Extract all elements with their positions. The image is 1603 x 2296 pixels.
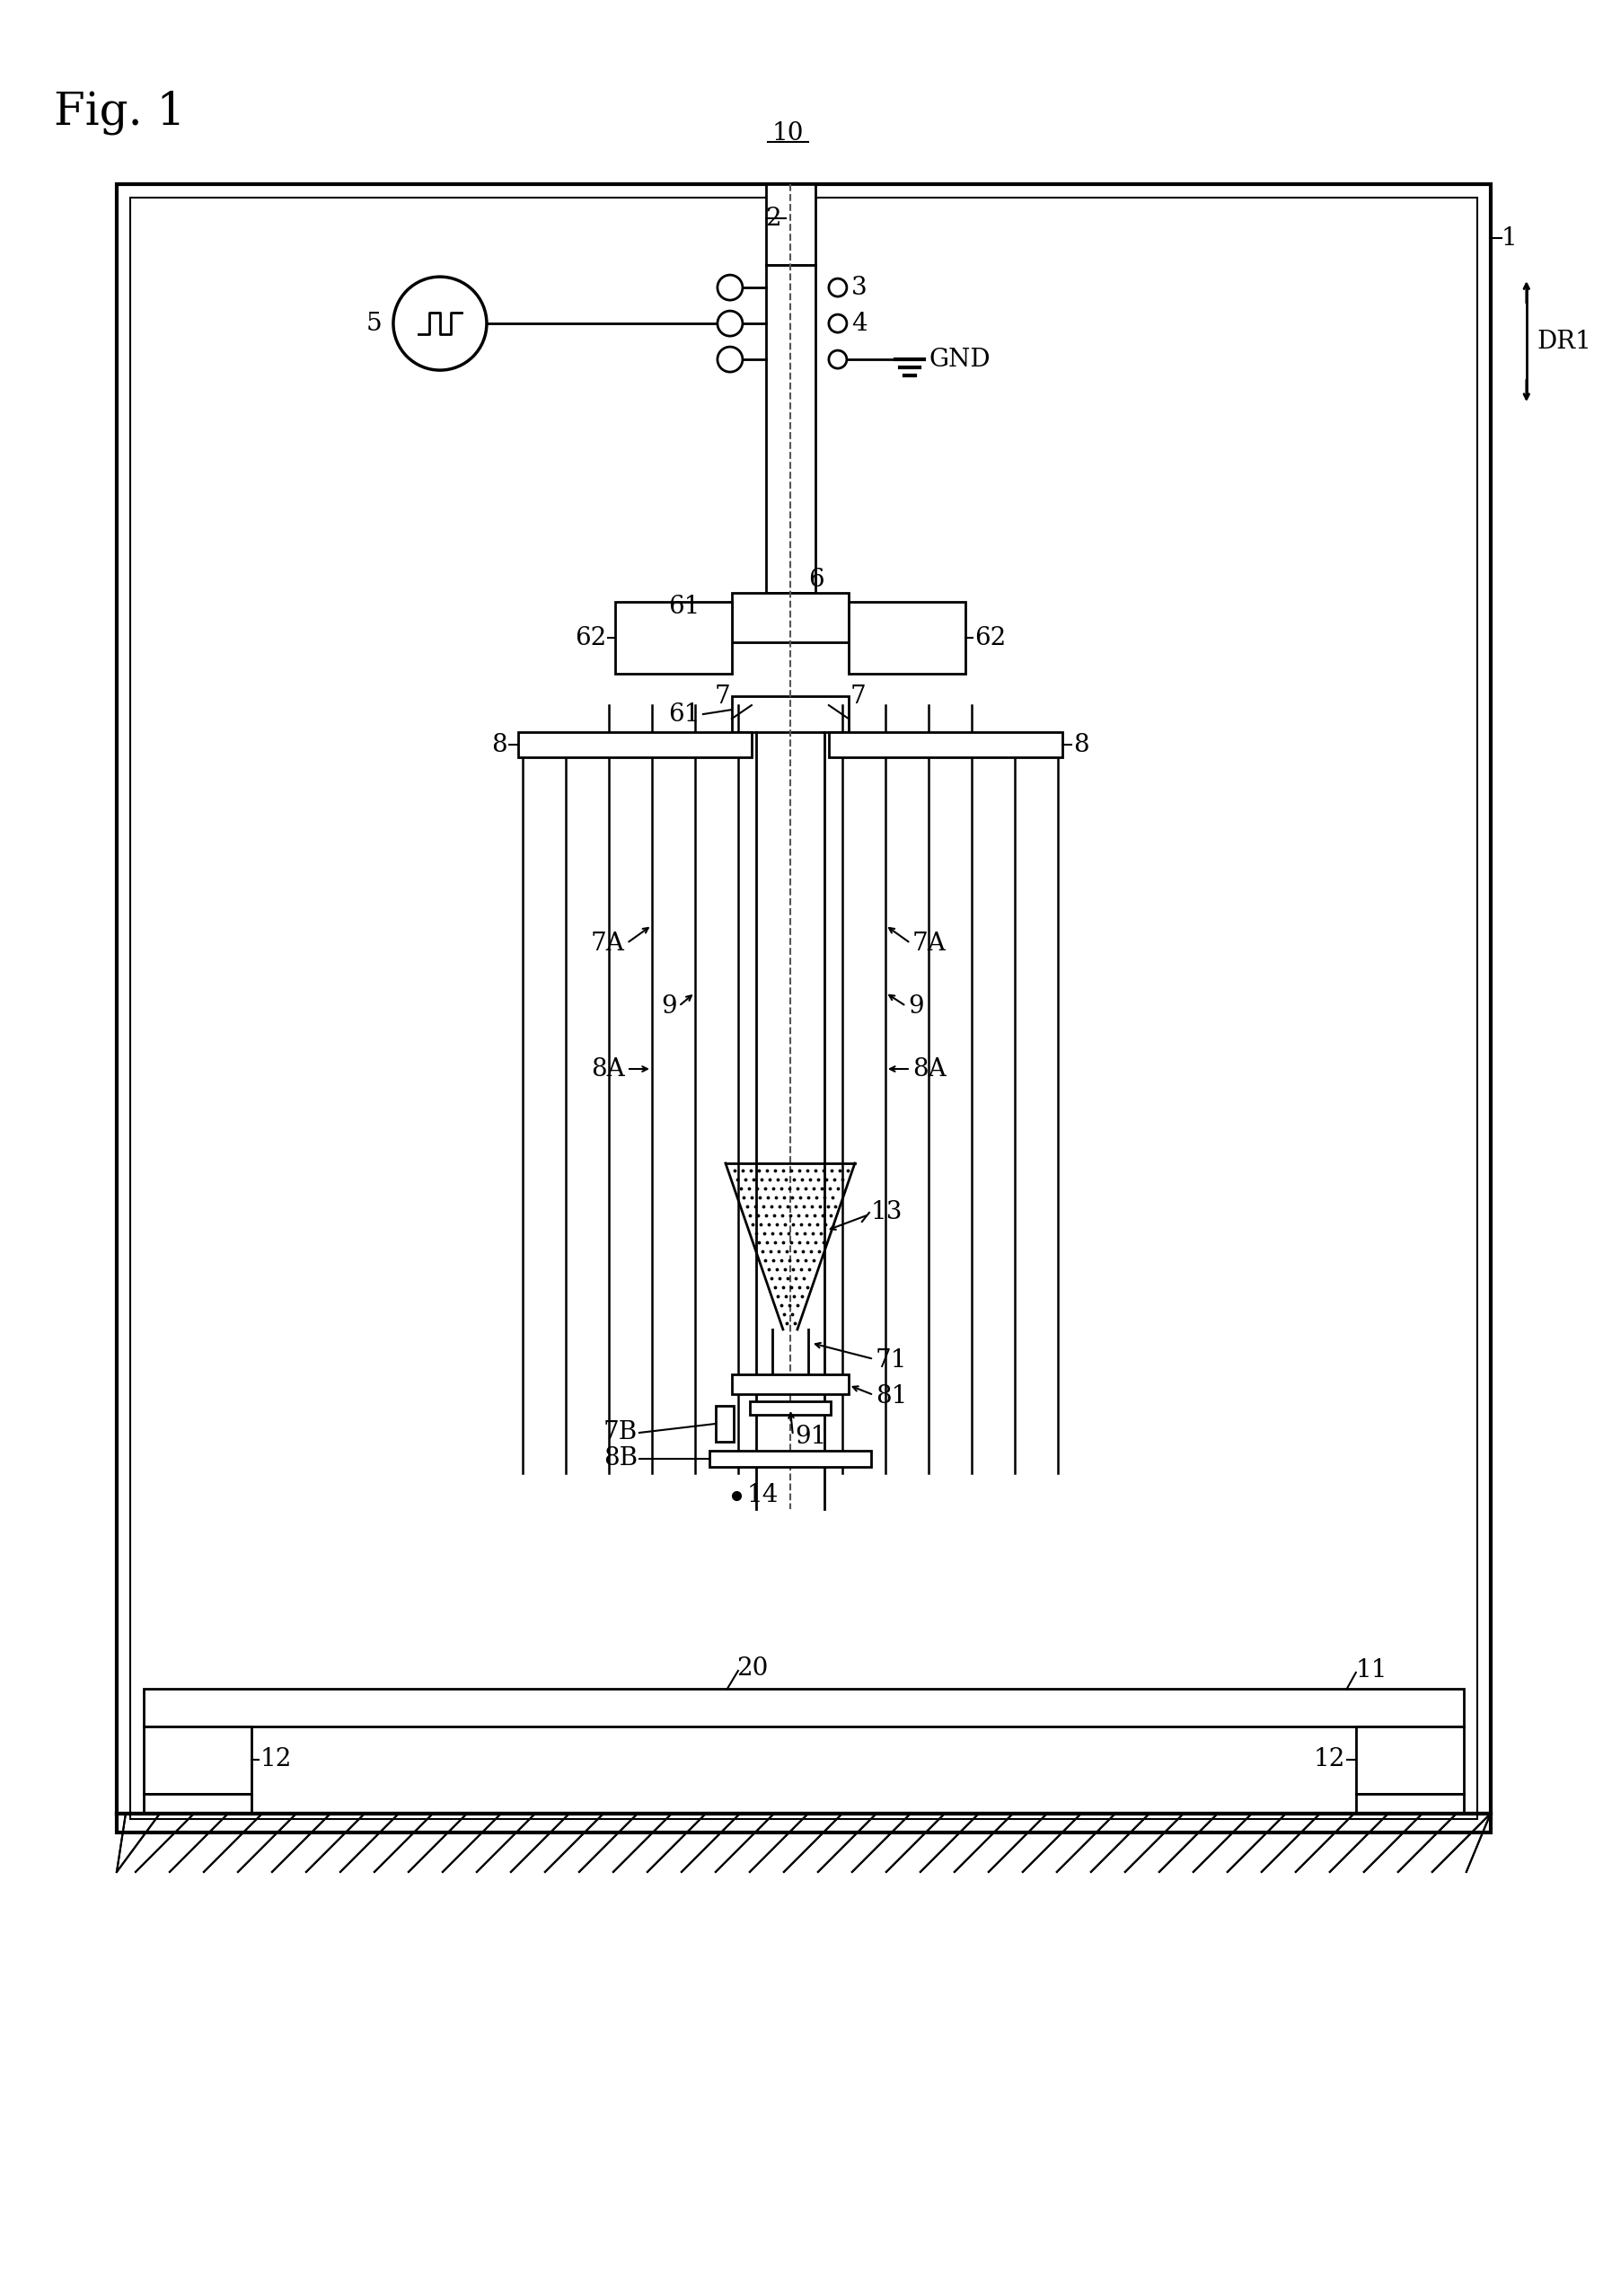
Text: 71: 71 xyxy=(875,1348,907,1373)
Text: 10: 10 xyxy=(773,122,805,145)
Text: 20: 20 xyxy=(736,1658,768,1681)
Text: 8: 8 xyxy=(1072,732,1088,758)
Bar xyxy=(766,264,816,592)
Circle shape xyxy=(829,315,846,333)
Bar xyxy=(750,1401,830,1414)
Bar xyxy=(518,732,752,758)
Bar xyxy=(130,197,1476,1818)
Bar xyxy=(733,696,848,732)
Bar xyxy=(715,1405,734,1442)
Bar xyxy=(117,184,1491,1832)
Text: 8: 8 xyxy=(492,732,507,758)
Text: 7: 7 xyxy=(713,684,729,709)
Text: 7: 7 xyxy=(850,684,866,709)
Text: 4: 4 xyxy=(851,312,867,335)
Text: 2: 2 xyxy=(765,207,781,230)
Bar xyxy=(144,1727,252,1793)
Text: 11: 11 xyxy=(1356,1658,1388,1683)
Bar xyxy=(144,1688,1464,1727)
Circle shape xyxy=(829,351,846,367)
Text: 7A: 7A xyxy=(912,932,946,955)
Text: 5: 5 xyxy=(365,312,382,335)
Bar xyxy=(1356,1793,1464,1814)
Bar xyxy=(1356,1727,1464,1793)
Circle shape xyxy=(718,276,742,301)
Text: 62: 62 xyxy=(574,627,606,650)
Bar xyxy=(829,732,1063,758)
Circle shape xyxy=(829,278,846,296)
Text: 7A: 7A xyxy=(592,932,625,955)
Text: 62: 62 xyxy=(975,627,1007,650)
Circle shape xyxy=(718,347,742,372)
Circle shape xyxy=(718,310,742,335)
Text: 1: 1 xyxy=(1502,225,1518,250)
Text: 12: 12 xyxy=(260,1747,292,1773)
Text: 61: 61 xyxy=(668,703,701,726)
Bar xyxy=(848,602,965,673)
Text: 8A: 8A xyxy=(912,1056,946,1081)
Bar xyxy=(733,592,848,643)
Bar xyxy=(766,184,816,264)
Text: 61: 61 xyxy=(668,595,701,618)
Text: 12: 12 xyxy=(1313,1747,1345,1773)
Bar xyxy=(117,1814,1491,1871)
Bar xyxy=(733,1375,848,1394)
Text: DR1: DR1 xyxy=(1537,328,1592,354)
Bar xyxy=(144,1793,252,1814)
Text: 6: 6 xyxy=(808,567,824,592)
Text: 8A: 8A xyxy=(592,1056,625,1081)
Text: GND: GND xyxy=(930,347,991,372)
Text: 9: 9 xyxy=(660,994,676,1017)
Text: Fig. 1: Fig. 1 xyxy=(55,90,186,135)
Bar xyxy=(710,1451,870,1467)
Circle shape xyxy=(393,278,487,370)
Text: 3: 3 xyxy=(851,276,867,301)
Text: 7B: 7B xyxy=(603,1421,638,1444)
Text: 81: 81 xyxy=(875,1384,907,1410)
Text: 91: 91 xyxy=(795,1426,827,1449)
Bar xyxy=(616,602,733,673)
Text: 8B: 8B xyxy=(603,1446,638,1472)
Text: 14: 14 xyxy=(747,1483,779,1508)
Text: 13: 13 xyxy=(870,1201,902,1224)
Text: 9: 9 xyxy=(907,994,923,1017)
